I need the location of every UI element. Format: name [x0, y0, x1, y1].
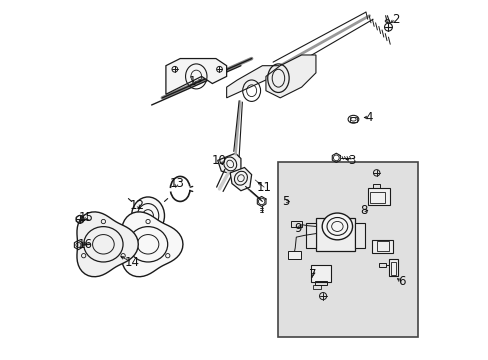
Bar [305, 223, 315, 248]
Bar [349, 117, 357, 122]
Bar [376, 242, 388, 251]
Bar [390, 262, 395, 275]
Polygon shape [265, 55, 315, 98]
Text: 6: 6 [397, 275, 405, 288]
Polygon shape [165, 59, 226, 94]
Bar [313, 285, 321, 289]
Ellipse shape [322, 213, 352, 240]
Polygon shape [226, 59, 298, 98]
Polygon shape [217, 153, 241, 175]
Text: 11: 11 [256, 181, 271, 194]
Bar [310, 265, 331, 282]
Bar [372, 184, 380, 188]
Text: 14: 14 [124, 256, 139, 269]
Bar [367, 188, 389, 205]
Bar [287, 251, 300, 259]
Text: 2: 2 [392, 13, 399, 26]
Ellipse shape [131, 197, 164, 234]
Polygon shape [122, 212, 183, 277]
Polygon shape [77, 212, 138, 277]
Text: 7: 7 [308, 268, 315, 281]
Polygon shape [230, 167, 251, 191]
Bar [278, 162, 417, 337]
Bar [314, 281, 326, 285]
Text: 16: 16 [78, 238, 93, 251]
Bar [372, 240, 392, 253]
Text: 13: 13 [169, 177, 183, 190]
Bar [388, 259, 397, 276]
Bar [378, 263, 385, 267]
Text: 5: 5 [281, 195, 289, 208]
Text: 12: 12 [130, 198, 144, 212]
Text: 1: 1 [188, 75, 196, 88]
Bar [369, 192, 384, 203]
Bar [315, 217, 354, 251]
Bar [290, 221, 301, 227]
Text: 4: 4 [365, 111, 372, 124]
Text: 10: 10 [212, 154, 226, 167]
Text: 9: 9 [294, 222, 301, 235]
Text: 8: 8 [360, 204, 367, 217]
Bar [354, 223, 364, 248]
Text: 3: 3 [347, 154, 355, 167]
Text: 15: 15 [79, 211, 94, 224]
